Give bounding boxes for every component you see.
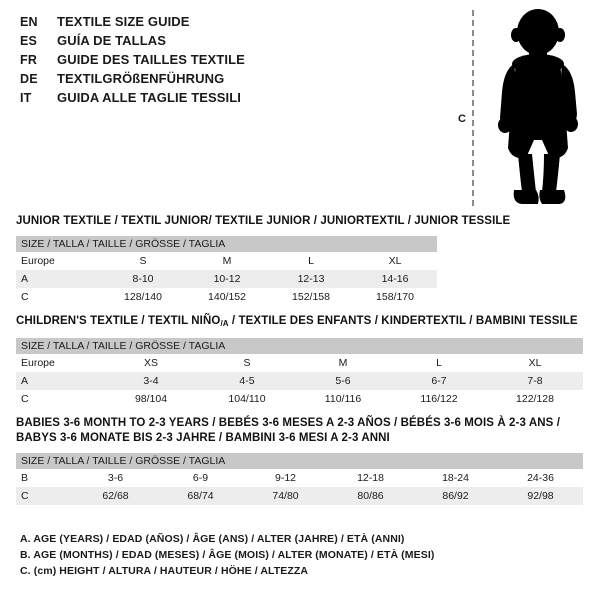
table-row: C 128/140 140/152 152/158 158/170 bbox=[16, 288, 438, 306]
cell-value: 74/80 bbox=[243, 487, 328, 505]
language-header: EN TEXTILE SIZE GUIDE ES GUÍA DE TALLAS … bbox=[20, 14, 440, 109]
language-code-en: EN bbox=[20, 15, 38, 29]
language-row-fr: FR GUIDE DES TAILLES TEXTILE bbox=[20, 52, 440, 71]
cell-value: 128/140 bbox=[101, 288, 185, 306]
guide-title-de: TEXTILGRÖßENFÜHRUNG bbox=[57, 71, 225, 86]
section-title-children: CHILDREN'S TEXTILE / TEXTIL NIÑO/A / TEX… bbox=[16, 314, 583, 331]
section-title-children-rest: / TEXTILE DES ENFANTS / KINDERTEXTIL / B… bbox=[228, 315, 578, 327]
table-row: Europe S M L XL bbox=[16, 252, 438, 270]
cell-value: 10-12 bbox=[185, 270, 269, 288]
cell-value: 24-36 bbox=[498, 469, 584, 487]
row-label: Europe bbox=[16, 354, 103, 372]
language-row-de: DE TEXTILGRÖßENFÜHRUNG bbox=[20, 71, 440, 90]
cell-value: 158/170 bbox=[353, 288, 438, 306]
legend-item-a: A. AGE (YEARS) / EDAD (AÑOS) / ÂGE (ANS)… bbox=[20, 533, 405, 545]
table-row: A 3-4 4-5 5-6 6-7 7-8 bbox=[16, 372, 583, 390]
cell-value: XL bbox=[353, 252, 438, 270]
language-code-es: ES bbox=[20, 34, 38, 48]
size-header-label: SIZE / TALLA / TAILLE / GRÖSSE / TAGLIA bbox=[16, 338, 583, 354]
cell-value: 122/128 bbox=[487, 390, 583, 408]
size-header-label: SIZE / TALLA / TAILLE / GRÖSSE / TAGLIA bbox=[16, 453, 584, 469]
guide-title-fr: GUIDE DES TAILLES TEXTILE bbox=[57, 52, 245, 67]
cell-value: S bbox=[101, 252, 185, 270]
table-row: B 3-6 6-9 9-12 12-18 18-24 24-36 bbox=[16, 469, 584, 487]
cell-value: 8-10 bbox=[101, 270, 185, 288]
cell-value: 140/152 bbox=[185, 288, 269, 306]
cell-value: 12-13 bbox=[269, 270, 353, 288]
cell-value: L bbox=[391, 354, 487, 372]
section-title-babies-line1: BABIES 3-6 MONTH TO 2-3 YEARS / BEBÉS 3-… bbox=[16, 417, 560, 429]
cell-value: 6-9 bbox=[158, 469, 243, 487]
language-code-de: DE bbox=[20, 72, 38, 86]
row-label: A bbox=[16, 372, 103, 390]
cell-value: 7-8 bbox=[487, 372, 583, 390]
table-header-row: SIZE / TALLA / TAILLE / GRÖSSE / TAGLIA bbox=[16, 338, 583, 354]
cell-value: 3-4 bbox=[103, 372, 199, 390]
cell-value: 3-6 bbox=[73, 469, 158, 487]
legend-item-c: C. (cm) HEIGHT / ALTURA / HAUTEUR / HÖHE… bbox=[20, 565, 309, 577]
table-header-row: SIZE / TALLA / TAILLE / GRÖSSE / TAGLIA bbox=[16, 236, 438, 252]
section-title-children-sub: /A bbox=[220, 319, 229, 328]
row-label: A bbox=[16, 270, 101, 288]
cell-value: 98/104 bbox=[103, 390, 199, 408]
height-measure-label: C bbox=[458, 113, 466, 125]
cell-value: 14-16 bbox=[353, 270, 438, 288]
row-label: Europe bbox=[16, 252, 101, 270]
guide-title-en: TEXTILE SIZE GUIDE bbox=[57, 14, 190, 29]
language-row-es: ES GUÍA DE TALLAS bbox=[20, 33, 440, 52]
height-dashed-line bbox=[472, 10, 474, 206]
row-label: C bbox=[16, 487, 73, 505]
table-row: C 62/68 68/74 74/80 80/86 86/92 92/98 bbox=[16, 487, 584, 505]
table-row: C 98/104 104/110 110/116 116/122 122/128 bbox=[16, 390, 583, 408]
cell-value: 80/86 bbox=[328, 487, 413, 505]
cell-value: M bbox=[295, 354, 391, 372]
language-row-it: IT GUIDA ALLE TAGLIE TESSILI bbox=[20, 90, 440, 109]
cell-value: 110/116 bbox=[295, 390, 391, 408]
cell-value: 116/122 bbox=[391, 390, 487, 408]
row-label: B bbox=[16, 469, 73, 487]
cell-value: 5-6 bbox=[295, 372, 391, 390]
language-row-en: EN TEXTILE SIZE GUIDE bbox=[20, 14, 440, 33]
cell-value: XL bbox=[487, 354, 583, 372]
table-row: A 8-10 10-12 12-13 14-16 bbox=[16, 270, 438, 288]
cell-value: 68/74 bbox=[158, 487, 243, 505]
table-children: SIZE / TALLA / TAILLE / GRÖSSE / TAGLIA … bbox=[16, 338, 583, 408]
section-children: CHILDREN'S TEXTILE / TEXTIL NIÑO/A / TEX… bbox=[16, 314, 583, 408]
table-junior: SIZE / TALLA / TAILLE / GRÖSSE / TAGLIA … bbox=[16, 236, 438, 306]
cell-value: S bbox=[199, 354, 295, 372]
cell-value: 62/68 bbox=[73, 487, 158, 505]
cell-value: 12-18 bbox=[328, 469, 413, 487]
cell-value: XS bbox=[103, 354, 199, 372]
legend-item-b: B. AGE (MONTHS) / EDAD (MESES) / ÂGE (MO… bbox=[20, 549, 435, 561]
section-title-babies-line2: BABYS 3-6 MONATE BIS 2-3 JAHRE / BAMBINI… bbox=[16, 432, 390, 444]
cell-value: 4-5 bbox=[199, 372, 295, 390]
cell-value: 9-12 bbox=[243, 469, 328, 487]
cell-value: 92/98 bbox=[498, 487, 584, 505]
cell-value: 18-24 bbox=[413, 469, 498, 487]
table-header-row: SIZE / TALLA / TAILLE / GRÖSSE / TAGLIA bbox=[16, 453, 584, 469]
language-code-it: IT bbox=[20, 91, 32, 105]
row-label: C bbox=[16, 390, 103, 408]
table-row: Europe XS S M L XL bbox=[16, 354, 583, 372]
cell-value: 152/158 bbox=[269, 288, 353, 306]
section-title-junior: JUNIOR TEXTILE / TEXTIL JUNIOR/ TEXTILE … bbox=[16, 215, 511, 227]
cell-value: L bbox=[269, 252, 353, 270]
size-header-label: SIZE / TALLA / TAILLE / GRÖSSE / TAGLIA bbox=[16, 236, 438, 252]
section-title-children-main: CHILDREN'S TEXTILE / TEXTIL NIÑO bbox=[16, 315, 221, 327]
height-figure: C bbox=[450, 8, 595, 208]
cell-value: 104/110 bbox=[199, 390, 295, 408]
legend-block: A. AGE (YEARS) / EDAD (AÑOS) / ÂGE (ANS)… bbox=[20, 531, 434, 579]
section-junior: JUNIOR TEXTILE / TEXTIL JUNIOR/ TEXTILE … bbox=[16, 214, 510, 306]
child-silhouette-icon bbox=[498, 9, 578, 204]
language-code-fr: FR bbox=[20, 53, 38, 67]
cell-value: M bbox=[185, 252, 269, 270]
section-babies: BABIES 3-6 MONTH TO 2-3 YEARS / BEBÉS 3-… bbox=[16, 416, 584, 505]
guide-title-es: GUÍA DE TALLAS bbox=[57, 33, 167, 48]
cell-value: 6-7 bbox=[391, 372, 487, 390]
guide-title-it: GUIDA ALLE TAGLIE TESSILI bbox=[57, 90, 242, 105]
cell-value: 86/92 bbox=[413, 487, 498, 505]
row-label: C bbox=[16, 288, 101, 306]
table-babies: SIZE / TALLA / TAILLE / GRÖSSE / TAGLIA … bbox=[16, 453, 584, 505]
